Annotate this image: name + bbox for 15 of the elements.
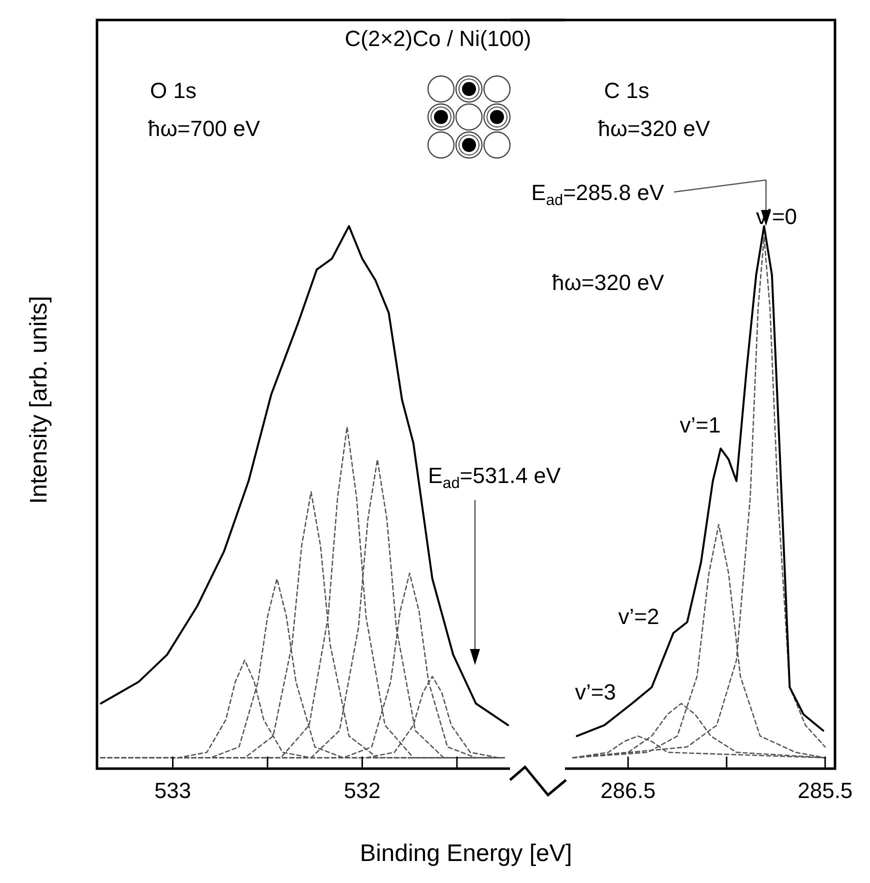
x-tick-label: 286.5 [600,778,656,803]
annotation: ħω=320 eV [552,270,664,296]
chart-title: C(2×2)Co / Ni(100) [344,26,532,52]
text: ħω=320 eV [598,116,710,142]
annotation: v’=3 [575,680,616,705]
x-axis-title: Binding Energy [eV] [358,840,574,868]
text: O 1s [150,78,196,104]
text: C 1s [604,78,650,104]
y-axis-title: Intensity [arb. units] [26,296,53,504]
x-tick-label: 285.5 [798,778,853,803]
x-tick-label: 532 [344,778,381,803]
x-tick-label: 533 [154,778,192,803]
text: ħω=700 eV [148,116,260,142]
annotation: v’=2 [618,604,660,630]
annotation: v’=1 [680,412,721,438]
